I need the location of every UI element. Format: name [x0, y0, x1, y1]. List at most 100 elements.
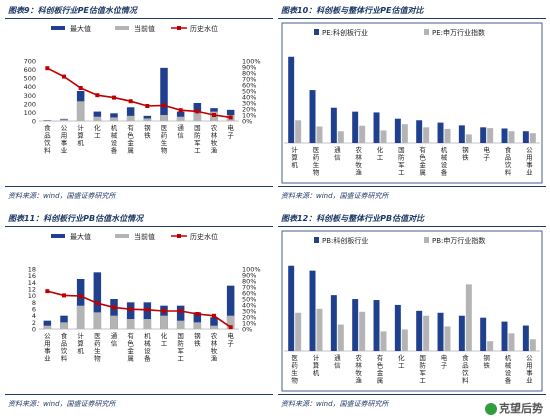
bar-max — [93, 272, 102, 329]
y-tick-label: 600 — [24, 66, 36, 74]
bar-max — [160, 67, 168, 121]
y2-tick-label: 80% — [242, 278, 256, 286]
bar-max — [143, 302, 152, 329]
bar-sw-index — [380, 130, 387, 143]
point-water-level — [178, 309, 183, 313]
y-tick-label: 300 — [24, 92, 36, 100]
bar-sw-index — [337, 131, 344, 143]
y-tick-label: 400 — [24, 83, 36, 91]
point-water-level — [78, 294, 83, 298]
y2-tick-label: 20% — [242, 314, 256, 322]
point-water-level — [112, 95, 116, 100]
bar-current — [76, 305, 85, 329]
x-tick-label: 计算机 — [77, 331, 84, 355]
y2-tick-label: 10% — [242, 112, 256, 120]
bar-sw-index — [316, 308, 323, 351]
x-tick-label: 有色金属 — [127, 123, 134, 155]
bar-current — [193, 112, 202, 121]
bar-max — [76, 279, 85, 329]
y2-tick-label: 70% — [242, 284, 256, 292]
point-water-level — [228, 115, 233, 120]
source-rule — [278, 186, 546, 187]
source-label: 资料来源：wind，国盛证券研究所 — [281, 192, 389, 200]
point-water-level — [78, 86, 83, 90]
x-tick-label: 通信 — [334, 145, 341, 162]
x-tick-label: 公用事业 — [526, 354, 533, 385]
y-tick-label: 4 — [32, 312, 36, 320]
source-rule — [5, 394, 273, 395]
y-tick-label: 12 — [28, 286, 36, 294]
y-tick-label: 6 — [32, 306, 36, 314]
y2-tick-label: 50% — [242, 296, 256, 304]
bar-star-market — [330, 107, 337, 143]
legend-label: PE:科创板行业 — [322, 28, 368, 37]
bar-star-market — [437, 312, 444, 351]
bar-sw-index — [295, 120, 302, 143]
panel-fig12: 图表12：科创板与整体行业PB估值对比 PB:科创板行业 PB:申万行业指数 医药生… — [278, 211, 546, 416]
y-tick-label: 16 — [28, 272, 36, 280]
point-water-level — [178, 108, 183, 113]
x-tick-label: 有色金属 — [127, 331, 134, 363]
bar-star-market — [480, 127, 487, 143]
legend-label: 最大值 — [70, 232, 91, 241]
bar-sw-index — [508, 131, 515, 143]
point-water-level — [145, 307, 150, 312]
point-water-level — [45, 289, 50, 294]
bar-current — [93, 116, 102, 121]
bar-star-market — [330, 295, 337, 351]
bar-sw-index — [465, 134, 472, 143]
bar-sw-index — [380, 331, 387, 351]
bar-current — [60, 322, 68, 329]
bar-star-market — [288, 265, 295, 351]
y-tick-label: 0 — [32, 118, 36, 126]
bar-star-market — [352, 299, 359, 351]
x-tick-label: 钢铁 — [194, 332, 201, 348]
y2-tick-label: 90% — [242, 272, 256, 280]
x-tick-label: 计算机 — [291, 145, 298, 169]
y2-tick-label: 100% — [242, 266, 261, 274]
wechat-icon — [485, 403, 497, 415]
bar-max — [126, 107, 135, 121]
point-water-level — [95, 93, 100, 98]
source-label: 资料来源：wind，国盛证券研究所 — [8, 400, 116, 408]
bar-max — [193, 312, 202, 329]
bar-sw-index — [359, 311, 366, 351]
y2-tick-label: 0% — [242, 326, 252, 334]
bar-sw-index — [401, 124, 408, 143]
bar-max — [176, 305, 185, 329]
x-tick-label: 通信 — [177, 123, 184, 140]
legend-marker — [177, 26, 181, 30]
point-water-level — [112, 305, 116, 310]
bar-sw-index — [465, 284, 472, 351]
bar-current — [76, 101, 85, 121]
point-water-level — [62, 293, 66, 298]
bar-max — [226, 285, 235, 329]
panel-fig11: 图表11：科创板行业PB估值水位情况 最大值 当前值 历史水位 0 2 4 6 8 10 12 14… — [5, 211, 273, 416]
y-tick-label: 14 — [28, 279, 36, 287]
bar-star-market — [309, 270, 316, 351]
legend-marker — [177, 234, 181, 238]
bar-max — [210, 317, 218, 329]
y2-tick-label: 10% — [242, 320, 256, 328]
bar-current — [143, 118, 152, 121]
line-water-level — [47, 290, 232, 328]
x-tick-label: 化工 — [94, 123, 101, 140]
y-tick-label: 10 — [28, 292, 36, 300]
x-tick-label: 电子 — [227, 331, 234, 348]
bar-star-market — [522, 131, 529, 143]
point-water-level — [228, 325, 233, 330]
legend-label: PE:申万行业指数 — [432, 28, 485, 37]
chart-title: 图表10：科创板与整体行业PE估值对比 — [281, 6, 424, 15]
bar-sw-index — [337, 324, 344, 351]
point-water-level — [95, 301, 100, 306]
source-rule — [278, 394, 546, 395]
chart-frame — [281, 230, 543, 392]
point-water-level — [162, 309, 166, 313]
title-rule — [5, 18, 273, 19]
title-rule — [5, 226, 273, 227]
x-tick-label: 国防军工 — [194, 124, 201, 155]
bar-star-market — [458, 125, 465, 143]
bar-current — [93, 312, 102, 329]
bar-star-market — [501, 321, 508, 351]
